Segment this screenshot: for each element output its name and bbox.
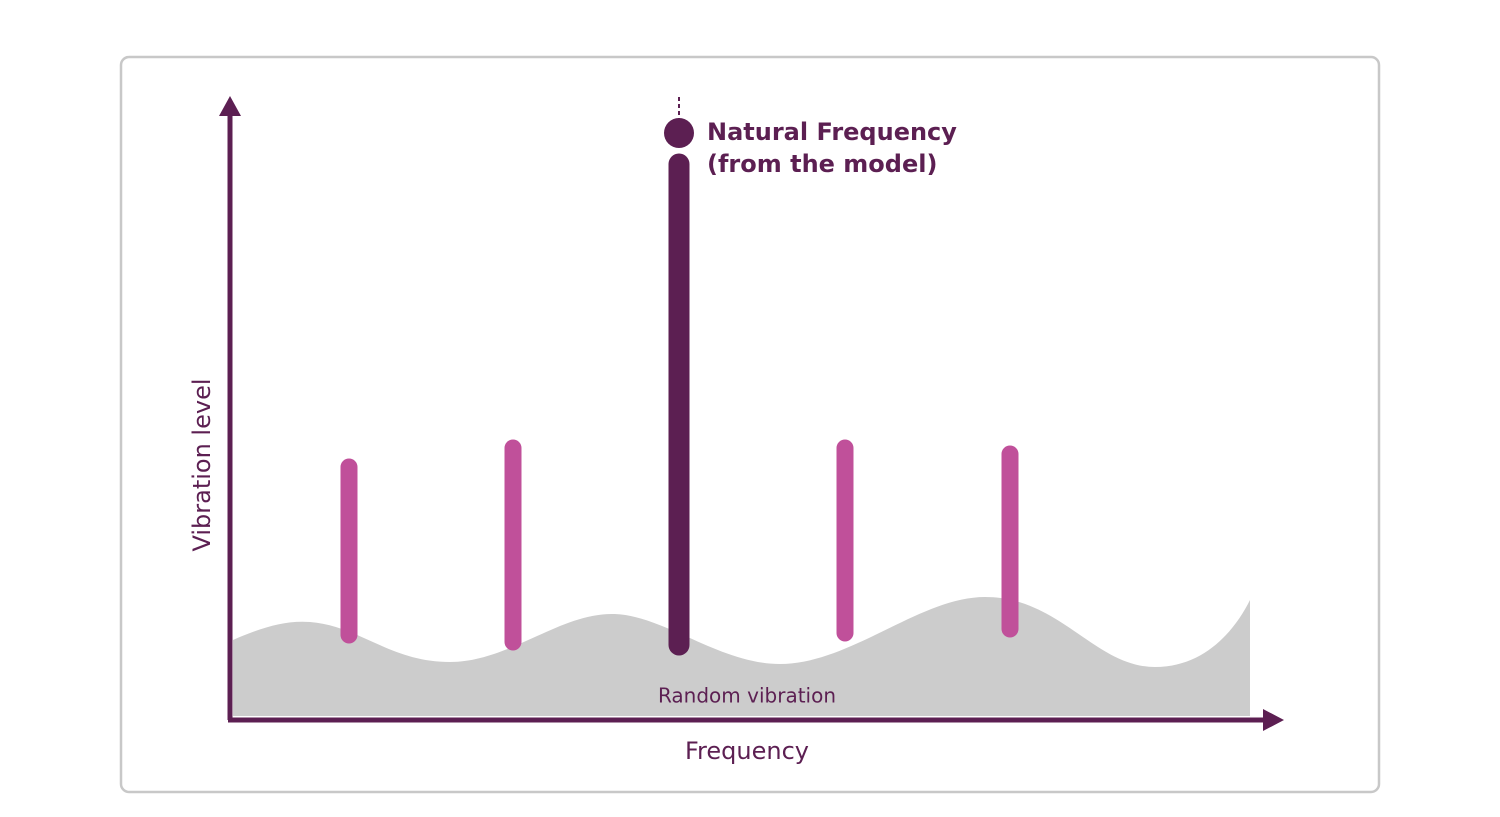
harmonic-peaks: [340, 439, 1019, 651]
y-axis-arrow: [219, 96, 241, 116]
x-axis-arrow: [1263, 709, 1284, 731]
x-axis-label: Frequency: [685, 737, 809, 765]
area-label: Random vibration: [658, 684, 836, 708]
annotation-title: Natural Frequency: [707, 118, 957, 146]
y-axis-label: Vibration level: [188, 378, 216, 551]
natural-frequency-marker: [664, 118, 694, 148]
card: [119, 55, 1381, 794]
random-vibration-area: [233, 597, 1250, 716]
annotation-subtitle: (from the model): [707, 150, 937, 178]
